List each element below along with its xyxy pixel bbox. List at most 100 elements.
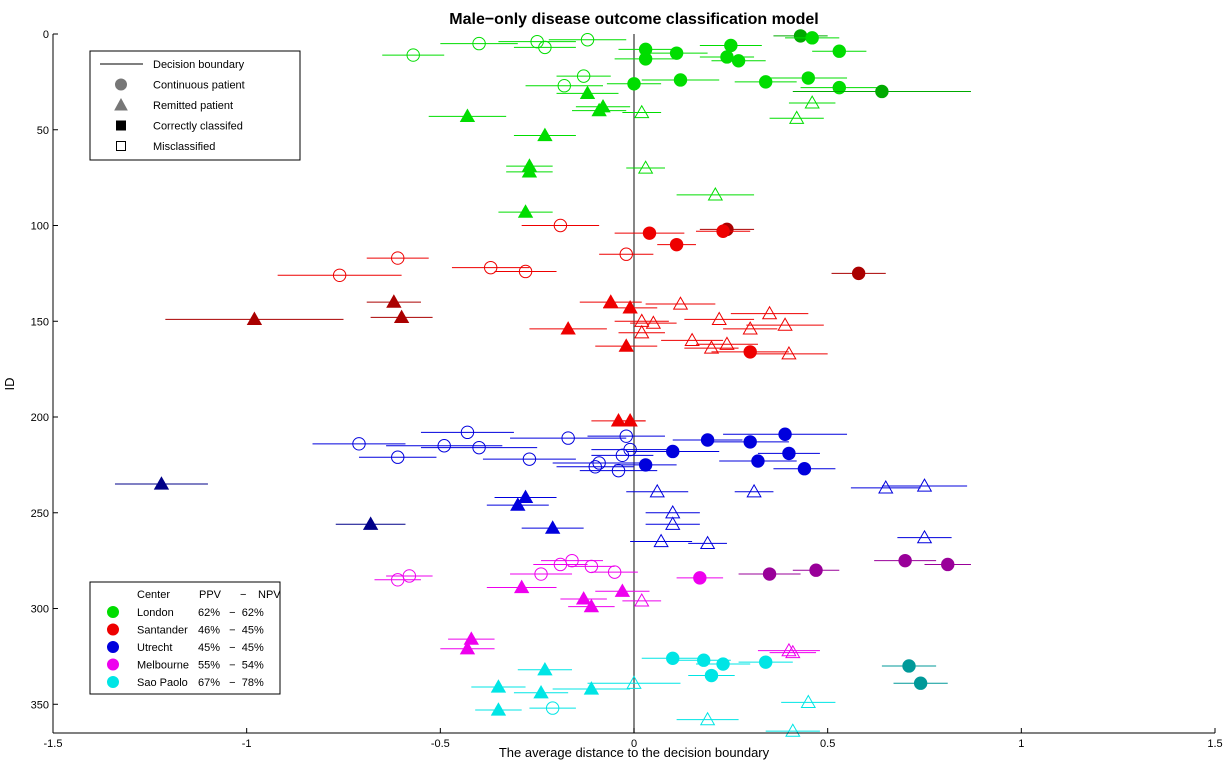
triangle-marker	[510, 497, 526, 511]
triangle-marker	[622, 413, 638, 427]
circle-marker	[716, 657, 730, 671]
center-legend-swatch	[107, 606, 119, 618]
circle-marker	[406, 48, 420, 62]
triangle-marker	[788, 110, 805, 124]
circle-marker	[607, 565, 622, 579]
circle-marker	[797, 462, 812, 476]
x-tick-label: -1	[242, 738, 252, 750]
circle-marker	[724, 38, 738, 53]
center-legend-name: London	[137, 607, 174, 619]
triangle-marker	[916, 478, 933, 492]
circle-marker	[875, 84, 889, 99]
circle-marker	[758, 655, 773, 669]
circle-marker	[801, 71, 815, 85]
triangle-marker	[521, 164, 538, 178]
symbol-legend-label: Correctly classifed	[153, 121, 243, 133]
circle-marker	[700, 433, 715, 447]
y-tick-label: 50	[37, 125, 49, 137]
circle-marker	[666, 651, 680, 666]
x-tick-label: 1	[1018, 738, 1024, 750]
circle-marker	[851, 266, 866, 281]
triangle-marker	[533, 684, 549, 699]
x-tick-label: -0.5	[431, 738, 450, 750]
symbol-legend: Decision boundary Continuous patient Remit…	[89, 50, 301, 161]
circle-marker	[832, 44, 846, 58]
center-legend-header-dash: −	[240, 589, 246, 601]
circle-marker	[669, 46, 684, 60]
triangle-marker	[490, 702, 507, 716]
center-legend: Center PPV − NPV London 62% − 62% Santander 46%…	[89, 581, 281, 695]
triangle-marker	[626, 675, 642, 689]
y-tick-label: 150	[31, 316, 49, 328]
triangle-marker	[742, 321, 758, 335]
center-legend-header-ppv: PPV	[199, 589, 222, 601]
series-london	[382, 29, 971, 218]
circle-marker	[627, 77, 641, 91]
triangle-marker	[637, 160, 654, 174]
triangle-marker	[719, 336, 735, 350]
center-legend-box	[89, 581, 281, 695]
symbol-legend-label: Decision boundary	[153, 59, 245, 71]
y-tick-label: 100	[31, 221, 49, 233]
circle-marker	[743, 435, 757, 449]
triangle-marker	[591, 102, 607, 117]
center-legend-stats: 45% − 45%	[198, 642, 264, 654]
triangle-marker	[544, 520, 561, 534]
circle-marker	[704, 668, 719, 683]
triangle-marker	[537, 661, 553, 676]
triangle-marker	[653, 533, 669, 548]
center-legend-swatch	[107, 676, 119, 688]
circle-marker	[832, 80, 846, 95]
triangle-marker	[560, 321, 576, 335]
triangle-marker	[517, 489, 534, 504]
triangle-marker	[603, 294, 619, 308]
circle-marker	[522, 452, 537, 466]
center-legend-name: Utrecht	[137, 642, 172, 654]
center-legend-name: Santander	[137, 625, 188, 637]
x-tick-label: -1.5	[44, 738, 63, 750]
triangle-marker	[878, 480, 894, 494]
triangle-marker	[746, 483, 762, 498]
triangle-marker	[645, 315, 662, 329]
circle-marker	[553, 218, 568, 233]
triangle-marker	[916, 529, 933, 544]
series-sao-paolo	[471, 651, 948, 737]
y-tick-label: 200	[31, 412, 49, 424]
triangle-marker	[386, 294, 402, 308]
circle-marker	[642, 226, 657, 240]
circle-marker	[666, 444, 680, 459]
circle-marker	[793, 29, 808, 43]
axes: -1.5 -1 -0.5 0 0.5 1 1.5 0 50 100 150 200 250 300 350	[31, 29, 1223, 750]
triangle-marker	[781, 642, 797, 657]
triangle-marker	[699, 535, 716, 550]
symbol-legend-label: Remitted patient	[153, 100, 233, 112]
circle-marker	[638, 52, 653, 66]
circle-marker	[472, 440, 486, 455]
circle-marker	[778, 427, 792, 441]
triangle-marker	[393, 309, 410, 324]
circle-marker	[437, 439, 451, 453]
circle-marker	[611, 463, 626, 478]
triangle-marker	[614, 583, 631, 597]
circle-marker	[638, 458, 653, 472]
circle-marker	[332, 268, 347, 282]
circle-marker	[472, 36, 486, 51]
circle-marker	[561, 431, 575, 445]
y-tick-label: 350	[31, 699, 49, 711]
legend-circle-icon	[115, 78, 127, 91]
triangle-marker	[665, 516, 681, 530]
triangle-marker	[800, 694, 816, 708]
circle-marker	[902, 659, 916, 673]
symbol-legend-label: Continuous patient	[153, 80, 245, 92]
circle-marker	[588, 460, 602, 474]
circle-marker	[669, 237, 684, 252]
triangle-marker	[699, 711, 716, 726]
triangle-marker	[575, 591, 592, 605]
y-tick-label: 0	[43, 29, 49, 41]
triangle-marker	[583, 681, 600, 695]
circle-marker	[693, 571, 707, 585]
center-legend-stats: 46% − 45%	[198, 625, 264, 637]
circle-marker	[782, 446, 796, 461]
triangle-marker	[703, 340, 720, 354]
circle-marker	[619, 247, 633, 261]
